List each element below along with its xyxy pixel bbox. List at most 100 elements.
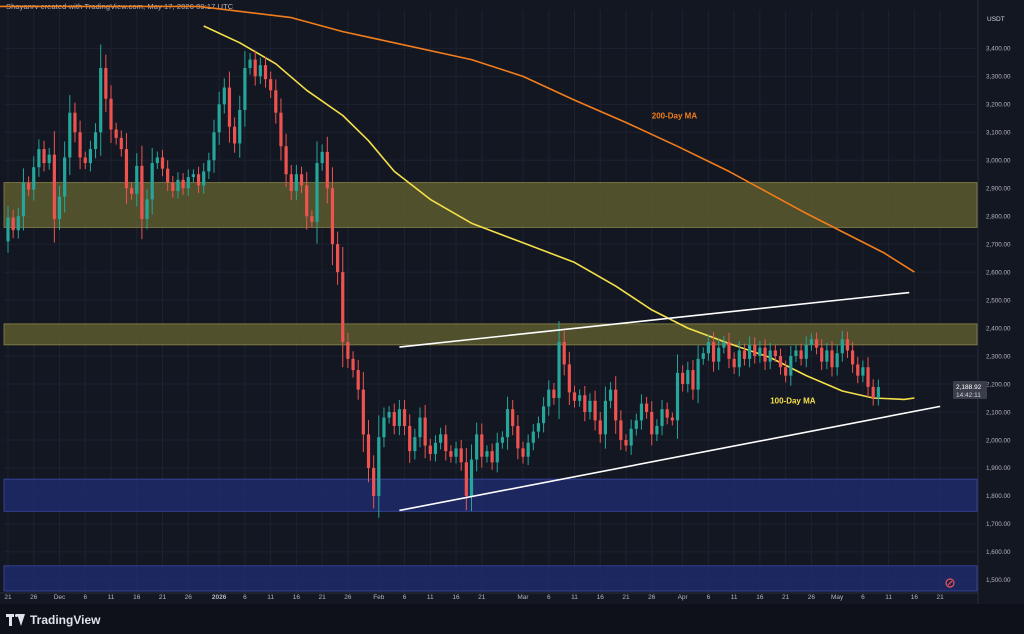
candle-body xyxy=(773,350,777,357)
candle xyxy=(593,390,597,431)
candle-body xyxy=(876,387,880,399)
candle xyxy=(624,434,628,452)
candle-body xyxy=(753,344,757,357)
candle-body xyxy=(825,350,829,362)
candle xyxy=(341,246,345,368)
time-tick-label: May xyxy=(831,594,844,601)
candle xyxy=(536,416,541,439)
alert-icon[interactable] xyxy=(945,578,955,588)
time-tick-label: 16 xyxy=(911,594,919,601)
candle xyxy=(547,380,551,416)
candle xyxy=(588,393,592,420)
candle-body xyxy=(109,98,113,130)
channel-lower-line[interactable] xyxy=(399,405,941,512)
candle-body xyxy=(840,339,844,354)
price-tick-label: 3,100.00 xyxy=(986,130,1011,137)
candle-body xyxy=(166,168,170,183)
candle-body xyxy=(186,177,190,189)
candle-body xyxy=(614,389,618,421)
tradingview-brand[interactable]: TradingView xyxy=(6,613,100,627)
candle-body xyxy=(475,434,479,460)
candle-body xyxy=(78,132,82,158)
candle-body xyxy=(598,420,602,435)
candle xyxy=(454,441,458,464)
candle-body xyxy=(289,174,293,192)
candle xyxy=(665,402,669,425)
time-tick-label: Apr xyxy=(678,594,689,601)
candle xyxy=(387,406,391,424)
candle-body xyxy=(444,434,448,452)
candle xyxy=(124,133,129,205)
price-chart[interactable]: 200-Day MA 100-Day MA 1,500.00 1,600.00 1,7… xyxy=(0,0,1024,604)
currency-label: USDT xyxy=(987,16,1005,23)
candle-body xyxy=(490,451,494,463)
candle xyxy=(835,344,839,376)
candle-body xyxy=(32,167,36,190)
channel-upper-line[interactable] xyxy=(399,291,910,348)
candle-body xyxy=(176,179,180,192)
price-tick-label: 1,600.00 xyxy=(986,549,1011,556)
candle xyxy=(686,361,690,393)
candle-body xyxy=(135,165,139,194)
time-tick-label: 16 xyxy=(597,594,605,601)
candle-body xyxy=(804,344,808,359)
candle xyxy=(253,50,257,86)
candle-body xyxy=(531,431,535,443)
annotations: 200-Day MA 100-Day MA xyxy=(652,111,816,405)
candle xyxy=(634,413,638,436)
candle xyxy=(871,379,875,406)
time-tick-label: 6 xyxy=(707,594,711,601)
candle-body xyxy=(397,409,401,426)
price-tick-label: 2,400.00 xyxy=(986,325,1011,332)
candle xyxy=(52,131,56,243)
candle-body xyxy=(871,386,875,399)
candle xyxy=(526,434,530,466)
candle-body xyxy=(722,342,726,348)
candle xyxy=(851,342,855,373)
candle-body xyxy=(366,434,371,468)
time-tick-label: 11 xyxy=(571,594,578,601)
candle xyxy=(583,385,587,422)
candle xyxy=(47,147,51,170)
candle-body xyxy=(562,342,566,365)
candle-body xyxy=(861,367,865,376)
candle-body xyxy=(696,358,700,390)
candle xyxy=(825,342,829,370)
time-tick-label: 6 xyxy=(861,594,865,601)
candle xyxy=(155,151,159,169)
candle xyxy=(717,339,721,371)
candle-body xyxy=(727,342,731,359)
candle-body xyxy=(160,157,165,169)
candle xyxy=(68,95,72,176)
candle-body xyxy=(52,154,56,219)
candle-body xyxy=(572,392,577,401)
candle xyxy=(212,119,216,173)
candle-body xyxy=(68,112,72,158)
candle xyxy=(181,173,185,195)
candle-body xyxy=(130,188,134,194)
time-tick-label: 16 xyxy=(293,594,301,601)
candle-body xyxy=(578,395,582,401)
candle xyxy=(681,365,685,392)
candle xyxy=(186,169,190,196)
candle-body xyxy=(238,109,242,144)
candle xyxy=(706,334,710,361)
candle xyxy=(372,455,376,509)
candle-body xyxy=(675,372,680,421)
candle xyxy=(16,207,20,239)
candle xyxy=(845,331,850,359)
price-tick-label: 2,000.00 xyxy=(986,437,1011,444)
candle xyxy=(660,399,664,436)
candle xyxy=(130,182,134,200)
candle-body xyxy=(593,400,597,421)
candle xyxy=(305,172,309,230)
candle xyxy=(639,394,644,430)
candle xyxy=(63,141,67,213)
candle xyxy=(166,160,170,192)
candle xyxy=(500,431,504,449)
candle xyxy=(196,166,201,193)
time-tick-label: 26 xyxy=(808,594,816,601)
candle xyxy=(202,163,206,194)
candle-body xyxy=(11,217,15,231)
